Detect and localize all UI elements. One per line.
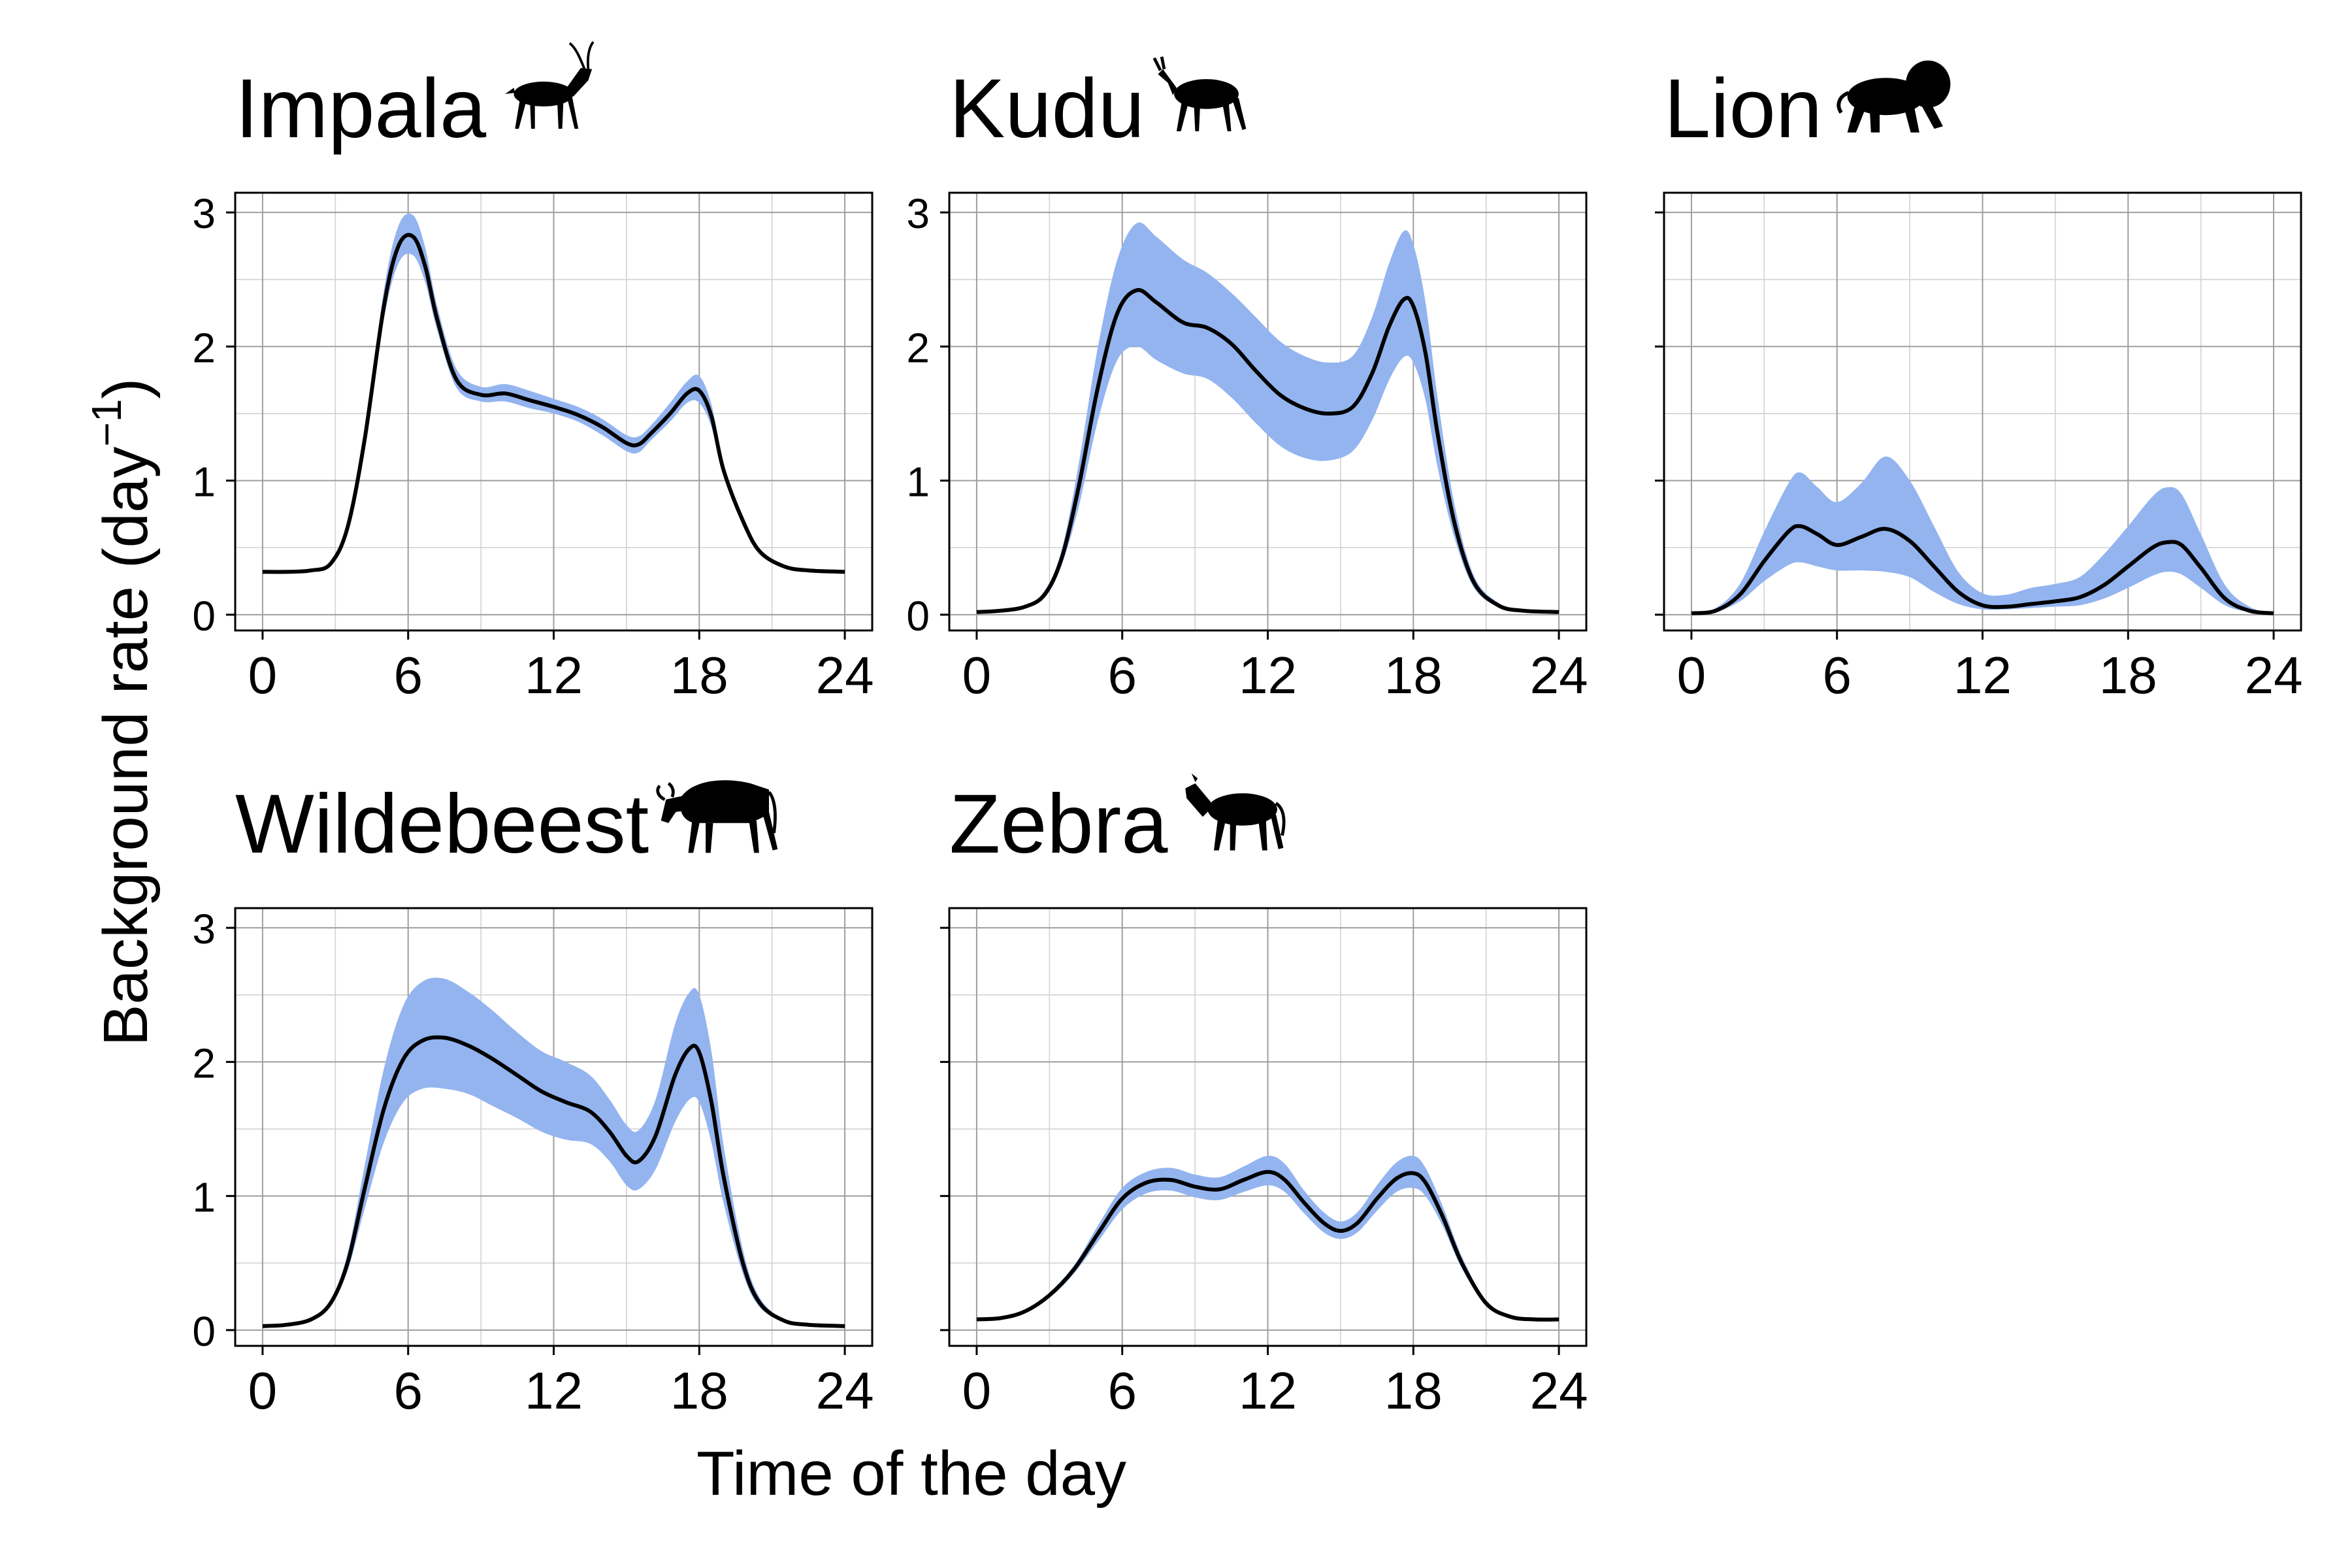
x-tick-label: 0 <box>1677 646 1707 704</box>
x-tick-label: 6 <box>393 1362 423 1420</box>
panel-zebra: Zebra 0 6 12 18 24 <box>940 773 1588 1420</box>
y-axis-title-close: ) <box>91 378 161 399</box>
rate-line <box>976 287 1560 614</box>
x-tick-label: 24 <box>1530 1362 1588 1420</box>
rate-line <box>1691 524 2274 615</box>
panel-title: Wildebeest <box>235 777 649 871</box>
y-tick-label: 1 <box>192 459 216 506</box>
y-tick-label: 3 <box>906 190 930 237</box>
x-tick-label: 18 <box>670 646 728 704</box>
x-tick-label: 12 <box>525 1362 583 1420</box>
x-tick-label: 18 <box>1384 646 1443 704</box>
x-tick-label: 24 <box>1530 646 1588 704</box>
x-tick-label: 18 <box>2099 646 2157 704</box>
y-tick-label: 3 <box>192 190 216 237</box>
y-tick-label: 0 <box>192 593 216 640</box>
x-tick-label: 6 <box>1107 1362 1137 1420</box>
x-tick-label: 6 <box>393 646 423 704</box>
x-tick-label: 18 <box>670 1362 728 1420</box>
rate-line <box>262 233 845 574</box>
x-tick-label: 6 <box>1822 646 1852 704</box>
impala-icon <box>505 41 595 129</box>
x-tick-label: 0 <box>962 1362 992 1420</box>
y-tick-label: 2 <box>906 324 930 371</box>
confidence-band <box>1691 456 2274 613</box>
y-tick-label: 2 <box>192 324 216 371</box>
x-tick-label: 24 <box>816 646 874 704</box>
confidence-band <box>262 977 845 1326</box>
y-tick-label: 0 <box>192 1308 216 1355</box>
x-axis-title: Time of the day <box>696 1439 1126 1509</box>
wildebeest-icon <box>656 780 778 853</box>
rate-line <box>262 1035 845 1328</box>
panel-title: Impala <box>235 62 487 155</box>
x-tick-label: 24 <box>2245 646 2303 704</box>
grid <box>949 908 1586 1346</box>
kudu-icon <box>1152 56 1247 131</box>
zebra-icon <box>1185 773 1286 851</box>
y-axis-title: Background rate (day−1) <box>83 378 161 1047</box>
y-tick-label: 1 <box>192 1174 216 1221</box>
y-axis-title-main: Background rate (day <box>91 447 161 1047</box>
x-tick-label: 6 <box>1107 646 1137 704</box>
x-tick-label: 0 <box>962 646 992 704</box>
panel-lion: Lion 0 6 12 18 24 <box>1655 60 2303 704</box>
y-tick-label: 3 <box>192 906 216 953</box>
panel-title: Kudu <box>949 62 1145 155</box>
x-tick-label: 24 <box>816 1362 874 1420</box>
panel-title: Lion <box>1664 62 1822 155</box>
panel-title: Zebra <box>949 777 1168 871</box>
svg-text:Background rate (day−1): Background rate (day−1) <box>83 378 161 1047</box>
x-tick-label: 12 <box>1239 646 1297 704</box>
y-tick-label: 1 <box>906 459 930 506</box>
x-tick-label: 0 <box>248 1362 278 1420</box>
lion-icon <box>1837 60 1951 133</box>
x-tick-label: 18 <box>1384 1362 1443 1420</box>
y-axis-title-superscript: −1 <box>83 399 130 447</box>
x-tick-label: 12 <box>525 646 583 704</box>
confidence-band <box>976 222 1560 612</box>
x-tick-label: 12 <box>1239 1362 1297 1420</box>
y-tick-label: 2 <box>192 1039 216 1086</box>
x-tick-label: 0 <box>248 646 278 704</box>
x-tick-label: 12 <box>1953 646 2012 704</box>
rate-line <box>976 1169 1560 1322</box>
y-tick-label: 0 <box>906 593 930 640</box>
